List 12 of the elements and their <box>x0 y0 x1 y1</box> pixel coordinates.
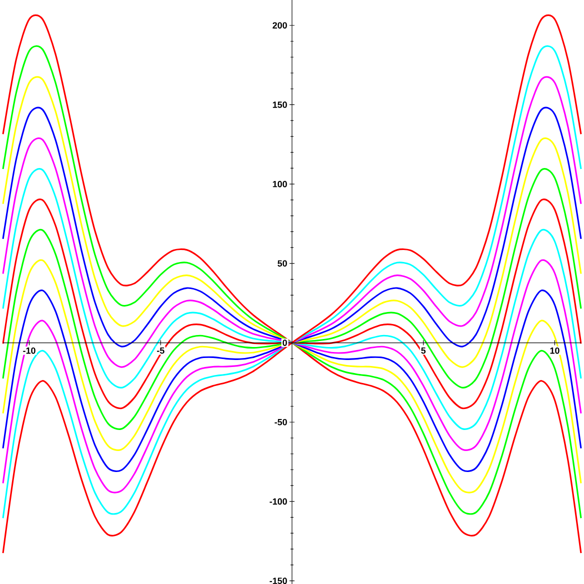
y-tick-label: -100 <box>270 498 287 505</box>
y-tick-label: 200 <box>272 22 287 29</box>
x-tick-label: -5 <box>156 347 164 354</box>
y-tick-label: 0 <box>282 340 287 346</box>
y-tick-label: -150 <box>270 578 287 584</box>
y-tick-label: 150 <box>272 102 287 108</box>
x-tick-label: -10 <box>23 347 36 354</box>
x-tick-label: 10 <box>550 347 560 354</box>
y-tick-label: 50 <box>278 260 287 267</box>
y-tick-label: 100 <box>272 180 287 188</box>
x-tick-label: 5 <box>421 347 426 354</box>
y-tick-label: -50 <box>274 418 287 426</box>
